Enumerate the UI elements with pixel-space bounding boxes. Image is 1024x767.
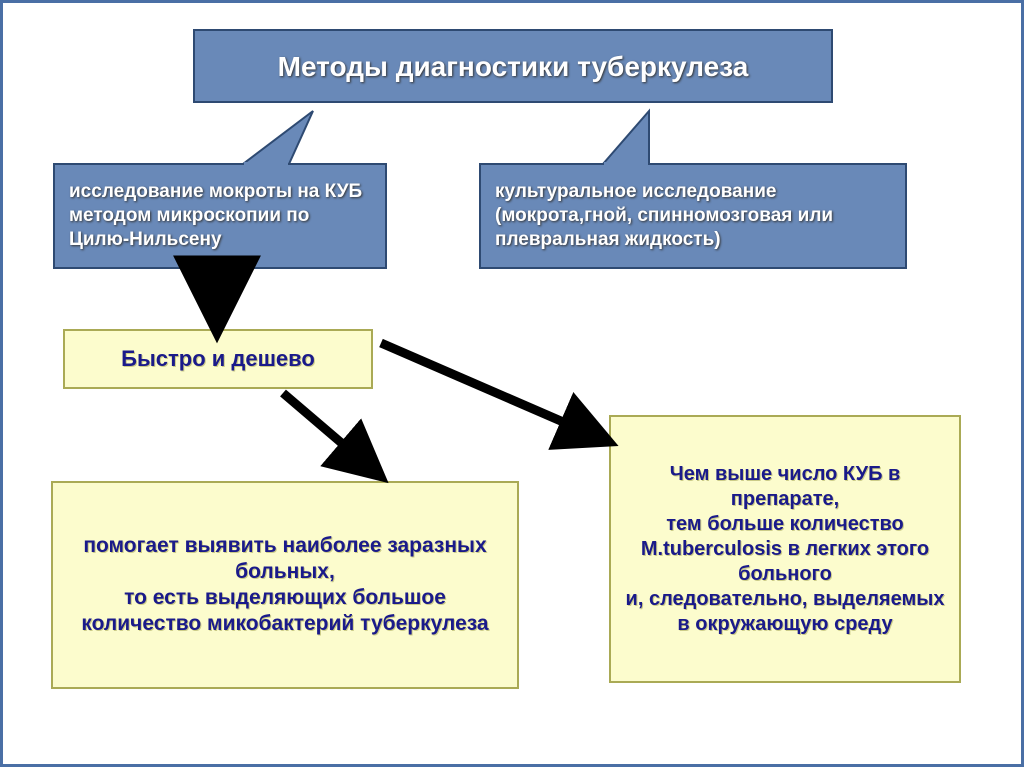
box-fast-cheap: Быстро и дешево [63, 329, 373, 389]
box-kub-count: Чем выше число КУБ в препарате, тем боль… [609, 415, 961, 683]
arrow-fast-to-kub [381, 343, 607, 441]
callout-culture-tail [603, 111, 649, 166]
callout-culture-text: культуральное исследование (мокрота,гной… [495, 180, 891, 251]
box-fast-cheap-text: Быстро и дешево [121, 345, 315, 373]
callout-microscopy: исследование мокроты на КУБ методом микр… [53, 163, 387, 269]
title-box: Методы диагностики туберкулеза [193, 29, 833, 103]
callout-culture: культуральное исследование (мокрота,гной… [479, 163, 907, 269]
box-kub-count-text: Чем выше число КУБ в препарате, тем боль… [625, 462, 945, 637]
slide-frame: Методы диагностики туберкулеза исследова… [0, 0, 1024, 767]
title-text: Методы диагностики туберкулеза [278, 49, 749, 84]
callout-microscopy-tail [243, 111, 313, 166]
arrow-fast-to-helps [283, 393, 379, 475]
callout-microscopy-text: исследование мокроты на КУБ методом микр… [69, 180, 371, 251]
box-helps-identify-text: помогает выявить наиболее заразных больн… [67, 533, 503, 638]
box-helps-identify: помогает выявить наиболее заразных больн… [51, 481, 519, 689]
